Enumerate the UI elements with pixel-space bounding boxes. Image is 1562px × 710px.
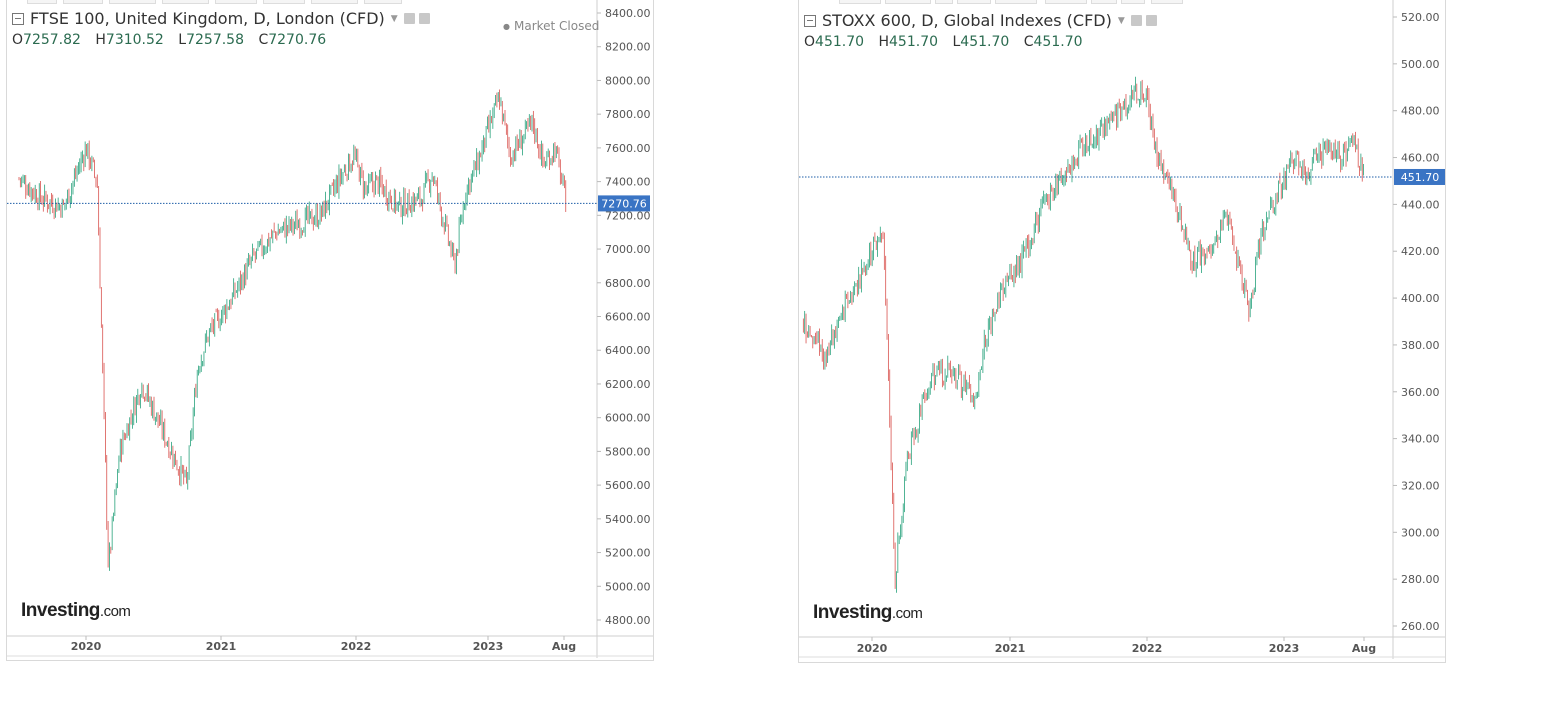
toolbar-tab[interactable] — [364, 0, 402, 4]
ftse-chart-canvas[interactable]: 8400.00 8200.00 8000.00 7800.00 7600.00 7400.… — [7, 0, 653, 660]
y-tick-label: 5200.00 — [605, 547, 651, 560]
collapse-icon[interactable] — [12, 12, 24, 25]
toolbar-tab[interactable] — [311, 0, 358, 4]
toolbar-tab[interactable] — [1091, 0, 1117, 4]
y-tick-label: 340.00 — [1401, 433, 1440, 446]
stoxx-chart-panel[interactable]: 520.00 500.00 480.00 460.00 440.00 420.00 400.… — [798, 0, 1446, 663]
y-tick-label: 7200.00 — [605, 209, 651, 222]
toolbar-tab[interactable] — [162, 0, 209, 4]
toolbar-tab[interactable] — [63, 0, 103, 4]
x-tick-label: 2020 — [71, 640, 102, 653]
x-tick-label: 2023 — [1269, 642, 1300, 655]
y-tick-label: 6200.00 — [605, 378, 651, 391]
x-tick-label: 2020 — [857, 642, 888, 655]
toolbar-tab[interactable] — [839, 0, 881, 4]
collapse-icon[interactable] — [804, 14, 816, 27]
last-price-label: 7270.76 — [601, 197, 647, 210]
y-tick-label: 7000.00 — [605, 243, 651, 256]
y-tick-label: 400.00 — [1401, 292, 1440, 305]
y-tick-label: 4800.00 — [605, 614, 651, 627]
chart-title: STOXX 600, D, Global Indexes (CFD) — [822, 11, 1112, 30]
y-tick-label: 5600.00 — [605, 479, 651, 492]
chart-legend: FTSE 100, United Kingdom, D, London (CFD… — [12, 9, 434, 48]
toolbar-tab[interactable] — [885, 0, 931, 4]
y-tick-label: 500.00 — [1401, 58, 1440, 71]
open-value: 7257.82 — [23, 32, 81, 48]
y-tick-label: 8200.00 — [605, 41, 651, 54]
x-tick-label: 2023 — [473, 640, 504, 653]
x-tick-label: Aug — [1352, 642, 1376, 655]
chart-legend: STOXX 600, D, Global Indexes (CFD) ▼ O45… — [804, 11, 1161, 50]
y-tick-label: 300.00 — [1401, 526, 1440, 539]
toolbar-tab[interactable] — [935, 0, 953, 4]
y-tick-label: 8000.00 — [605, 74, 651, 87]
y-tick-label: 280.00 — [1401, 573, 1440, 586]
ohlc-readout: O451.70 H451.70 L451.70 C451.70 — [804, 34, 1083, 50]
top-toolbar-tabs — [17, 0, 402, 4]
y-tick-label: 5400.00 — [605, 513, 651, 526]
investing-logo: Investing.com — [21, 600, 131, 621]
high-value: 451.70 — [889, 34, 939, 50]
eye-icon[interactable] — [403, 13, 415, 24]
toolbar-tab[interactable] — [995, 0, 1037, 4]
y-tick-label: 7800.00 — [605, 108, 651, 121]
y-tick-label: 320.00 — [1401, 479, 1440, 492]
y-tick-label: 5800.00 — [605, 445, 651, 458]
y-tick-label: 7400.00 — [605, 176, 651, 189]
candles-group — [18, 89, 567, 571]
toolbar-tab[interactable] — [109, 0, 156, 4]
ohlc-readout: O7257.82 H7310.52 L7257.58 C7270.76 — [12, 32, 327, 48]
last-price-badge — [1394, 168, 1445, 185]
y-tick-label: 5000.00 — [605, 580, 651, 593]
y-tick-label: 380.00 — [1401, 339, 1440, 352]
y-tick-label: 7600.00 — [605, 142, 651, 155]
gear-icon[interactable] — [1145, 15, 1157, 26]
eye-icon[interactable] — [1130, 15, 1142, 26]
open-value: 451.70 — [815, 34, 865, 50]
close-value: 451.70 — [1033, 34, 1083, 50]
y-tick-label: 420.00 — [1401, 245, 1440, 258]
y-tick-label: 480.00 — [1401, 105, 1440, 118]
chevron-down-icon[interactable]: ▼ — [390, 13, 398, 24]
toolbar-tab[interactable] — [27, 0, 57, 4]
toolbar-tab[interactable] — [215, 0, 257, 4]
y-tick-label: 440.00 — [1401, 198, 1440, 211]
candles-group — [802, 76, 1364, 593]
y-tick-label: 460.00 — [1401, 152, 1440, 165]
toolbar-tab[interactable] — [1121, 0, 1145, 4]
close-value: 7270.76 — [268, 32, 327, 48]
y-tick-label: 6000.00 — [605, 412, 651, 425]
toolbar-tab[interactable] — [1151, 0, 1183, 4]
high-value: 7310.52 — [105, 32, 164, 48]
toolbar-tab[interactable] — [957, 0, 991, 4]
chevron-down-icon[interactable]: ▼ — [1117, 15, 1125, 26]
y-tick-label: 8400.00 — [605, 7, 651, 20]
toolbar-tab[interactable] — [1045, 0, 1087, 4]
x-tick-label: Aug — [552, 640, 576, 653]
last-price-label: 451.70 — [1401, 171, 1440, 184]
y-tick-label: 260.00 — [1401, 620, 1440, 633]
y-tick-label: 6400.00 — [605, 344, 651, 357]
y-tick-label: 360.00 — [1401, 386, 1440, 399]
x-tick-label: 2021 — [206, 640, 237, 653]
stoxx-chart-canvas[interactable]: 520.00 500.00 480.00 460.00 440.00 420.00 400.… — [799, 0, 1445, 662]
y-tick-label: 6800.00 — [605, 277, 651, 290]
x-tick-label: 2022 — [1132, 642, 1163, 655]
low-value: 451.70 — [960, 34, 1010, 50]
toolbar-tab[interactable] — [263, 0, 305, 4]
market-status: Market Closed — [503, 19, 599, 33]
x-tick-label: 2022 — [341, 640, 372, 653]
y-tick-label: 6600.00 — [605, 311, 651, 324]
y-tick-label: 520.00 — [1401, 11, 1440, 24]
chart-title: FTSE 100, United Kingdom, D, London (CFD… — [30, 9, 385, 28]
gear-icon[interactable] — [418, 13, 430, 24]
ftse-chart-panel[interactable]: 8400.00 8200.00 8000.00 7800.00 7600.00 7400.… — [6, 0, 654, 661]
x-tick-label: 2021 — [995, 642, 1026, 655]
last-price-badge — [598, 195, 650, 212]
low-value: 7257.58 — [186, 32, 244, 48]
top-toolbar-tabs — [809, 0, 1189, 4]
investing-logo: Investing.com — [813, 602, 923, 623]
